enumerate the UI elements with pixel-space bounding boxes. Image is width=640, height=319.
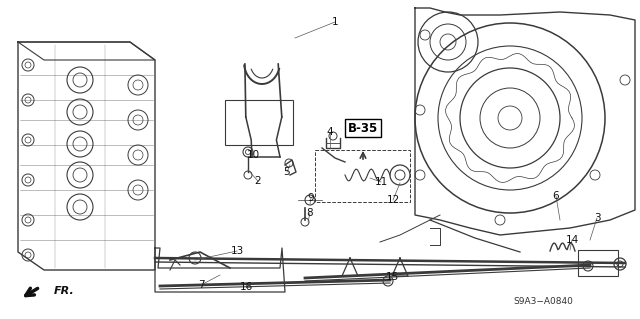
- Text: S9A3−A0840: S9A3−A0840: [513, 298, 573, 307]
- Text: 2: 2: [255, 176, 261, 186]
- Bar: [225, 100, 293, 145]
- Bar: [578, 250, 618, 276]
- Text: 14: 14: [565, 235, 579, 245]
- Text: 13: 13: [230, 246, 244, 256]
- Text: FR.: FR.: [54, 286, 75, 296]
- Text: 4: 4: [326, 127, 333, 137]
- Text: 10: 10: [246, 150, 260, 160]
- Text: 16: 16: [239, 282, 253, 292]
- Text: 6: 6: [553, 191, 559, 201]
- Text: 7: 7: [198, 280, 204, 290]
- Text: 9: 9: [308, 193, 314, 203]
- Text: 5: 5: [284, 167, 291, 177]
- Text: 12: 12: [387, 195, 399, 205]
- Text: 8: 8: [307, 208, 314, 218]
- Bar: [315, 150, 410, 202]
- Text: 3: 3: [594, 213, 600, 223]
- Text: 15: 15: [385, 272, 399, 282]
- Text: 11: 11: [374, 177, 388, 187]
- Text: 1: 1: [332, 17, 339, 27]
- Text: B-35: B-35: [348, 122, 378, 135]
